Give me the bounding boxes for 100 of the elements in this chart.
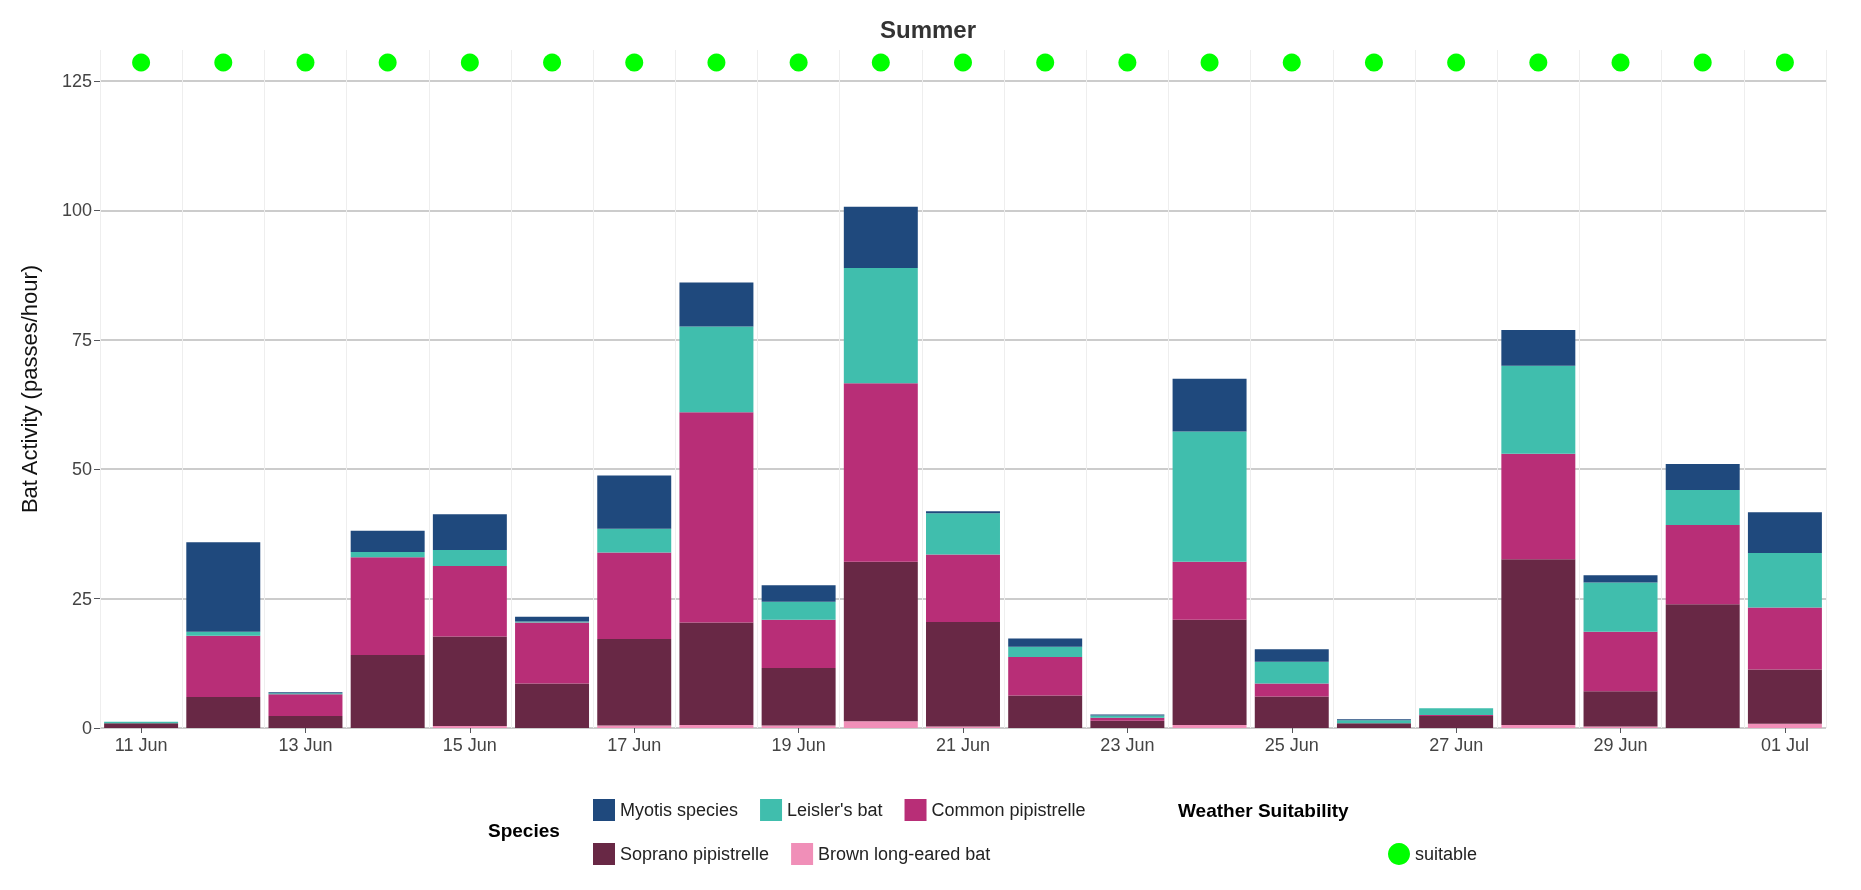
x-tick-label: 23 Jun xyxy=(1100,735,1155,755)
bar xyxy=(843,383,918,562)
x-tick-label: 27 Jun xyxy=(1429,735,1484,755)
bar xyxy=(1172,724,1247,728)
bar xyxy=(1172,561,1247,620)
bar xyxy=(761,585,836,602)
bar xyxy=(1665,525,1740,605)
bar xyxy=(1665,604,1740,728)
legend-title: Species xyxy=(488,820,560,841)
bar xyxy=(1501,365,1576,454)
bar xyxy=(1747,512,1822,554)
legend-label: Soprano pipistrelle xyxy=(620,844,770,864)
x-tick-label: 15 Jun xyxy=(442,735,497,755)
bar xyxy=(679,622,754,725)
bar xyxy=(1747,723,1822,728)
bar xyxy=(679,724,754,728)
y-tick-label: 100 xyxy=(61,200,92,221)
bar xyxy=(186,635,261,697)
bar xyxy=(1583,575,1658,583)
x-tick-label: 19 Jun xyxy=(771,735,826,755)
bar xyxy=(597,475,672,529)
bar xyxy=(350,655,425,728)
x-tick-label: 17 Jun xyxy=(607,735,662,755)
chart-title: Summer xyxy=(879,15,977,43)
x-tick-label: 01 Jul xyxy=(1760,735,1809,755)
legend-label: Common pipistrelle xyxy=(931,800,1086,820)
bar xyxy=(1665,489,1740,526)
bar xyxy=(432,725,507,728)
bar xyxy=(1501,559,1576,725)
legend-label: Myotis species xyxy=(620,800,739,820)
bar xyxy=(1008,657,1083,696)
y-axis-title: Bat Activity (passes/hour) xyxy=(16,264,42,514)
bar xyxy=(1747,553,1822,608)
bar xyxy=(926,513,1000,555)
bar xyxy=(1172,378,1247,432)
bar xyxy=(1501,330,1576,366)
bar xyxy=(350,557,425,656)
y-tick-label: 75 xyxy=(71,329,92,350)
y-tick-label: 50 xyxy=(71,459,92,480)
y-tick-label: 25 xyxy=(71,588,92,609)
bar xyxy=(268,694,343,717)
bar xyxy=(679,326,754,413)
bar xyxy=(1254,683,1329,697)
bar xyxy=(1419,716,1494,728)
x-tick-label: 25 Jun xyxy=(1264,735,1319,755)
bar xyxy=(1172,431,1247,562)
bar xyxy=(1665,464,1740,490)
legend-label: Brown long-eared bat xyxy=(818,844,991,864)
bar xyxy=(679,282,754,327)
x-tick-label: 13 Jun xyxy=(278,735,333,755)
bar xyxy=(926,511,1000,514)
bar xyxy=(186,542,261,632)
bar xyxy=(1254,649,1329,662)
y-tick-label: 125 xyxy=(61,71,92,92)
bar xyxy=(1172,619,1247,725)
bar xyxy=(1419,708,1494,716)
bar xyxy=(1336,723,1411,728)
bar xyxy=(597,552,672,639)
bar xyxy=(1008,638,1083,647)
bar xyxy=(1254,696,1329,728)
bar xyxy=(432,566,507,637)
x-tick-label: 11 Jun xyxy=(114,735,168,755)
bar xyxy=(1747,669,1822,724)
text: Weather Suitability xyxy=(1178,800,1350,821)
bar xyxy=(761,725,836,728)
bar xyxy=(1583,691,1658,727)
bar xyxy=(515,622,590,684)
bar xyxy=(843,206,918,268)
bar xyxy=(1747,607,1822,670)
bar xyxy=(1501,724,1576,728)
bar xyxy=(268,716,343,728)
bar xyxy=(1008,646,1083,658)
bar xyxy=(1583,631,1658,692)
bar xyxy=(1583,582,1658,632)
bar xyxy=(926,621,1000,727)
bar xyxy=(1254,661,1329,684)
bar xyxy=(679,412,754,623)
bar xyxy=(350,552,425,558)
bar xyxy=(843,561,918,722)
bar xyxy=(432,549,507,566)
bar xyxy=(432,636,507,726)
bar xyxy=(597,528,672,553)
bar xyxy=(761,601,836,620)
bar xyxy=(186,696,261,728)
bar xyxy=(761,667,836,726)
bar xyxy=(515,683,590,728)
bar xyxy=(1008,695,1083,728)
bar xyxy=(104,723,179,728)
legend-label: Leisler's bat xyxy=(787,800,883,820)
bar xyxy=(843,267,918,384)
bar xyxy=(1090,720,1165,728)
x-tick-label: 29 Jun xyxy=(1593,735,1648,755)
legend-label: suitable xyxy=(1415,844,1478,864)
x-tick-label: 21 Jun xyxy=(935,735,991,755)
bar xyxy=(761,619,836,668)
bar xyxy=(350,530,425,553)
bar xyxy=(597,638,672,726)
bar xyxy=(597,725,672,728)
bar xyxy=(1501,453,1576,560)
bar xyxy=(186,631,261,636)
